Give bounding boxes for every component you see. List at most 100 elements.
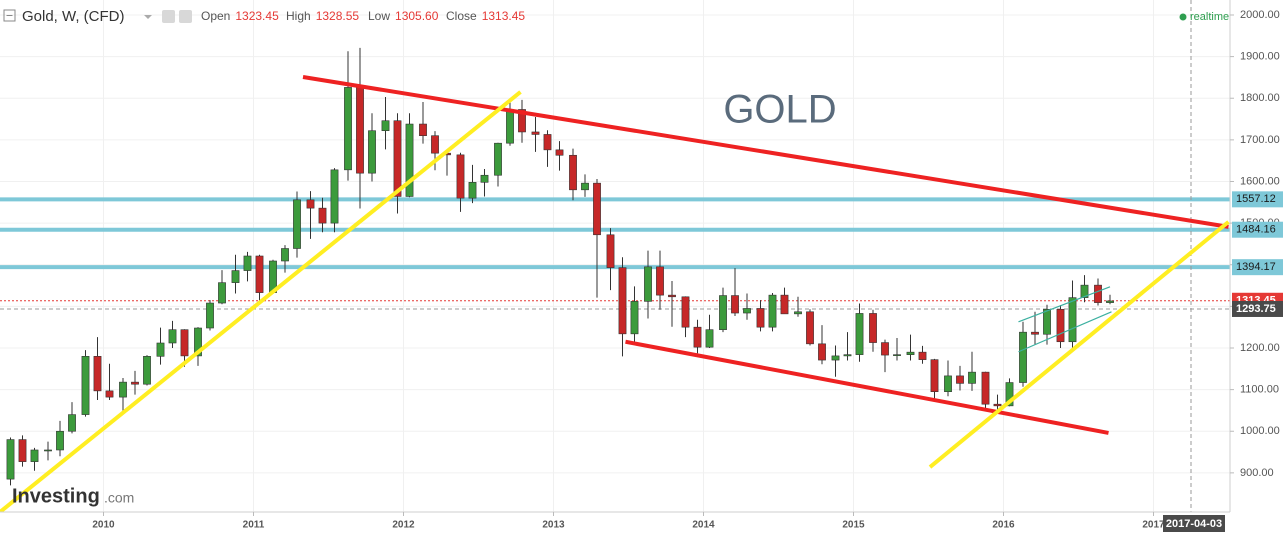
x-tick-label: 2010 <box>92 520 115 531</box>
candle-body <box>480 174 489 183</box>
candle-body <box>206 302 214 329</box>
candle-body <box>606 234 615 268</box>
candle-body <box>518 109 526 133</box>
candle-body <box>794 311 802 315</box>
candle-body <box>105 390 114 398</box>
candle-body <box>993 403 1002 407</box>
y-tick-label: 1800.00 <box>1240 92 1280 104</box>
candle-body <box>368 130 376 174</box>
x-tick-label: 2017 <box>1142 520 1165 531</box>
candle-body <box>906 351 915 355</box>
y-tick-label: 1700.00 <box>1240 134 1280 146</box>
candle-body <box>543 134 552 151</box>
candle-body <box>381 120 390 132</box>
candle-body <box>119 381 127 398</box>
candle-body <box>506 109 514 144</box>
y-tick-label: 900.00 <box>1240 467 1274 479</box>
candle-body <box>180 329 189 357</box>
candle-body <box>644 266 652 302</box>
candle-body <box>231 270 240 283</box>
level-label-box <box>1232 191 1283 208</box>
candle-body <box>1019 331 1027 383</box>
crosshair-y-label: 1293.75 <box>1236 303 1276 315</box>
crosshair-x-label: 2017-04-03 <box>1166 518 1222 530</box>
candle-body <box>281 248 289 262</box>
ohlc-label: Open <box>201 9 230 23</box>
candle-body <box>56 430 64 451</box>
ohlc-value: 1313.45 <box>482 9 526 23</box>
trend-line <box>0 90 522 512</box>
y-tick-label: 1000.00 <box>1240 425 1280 437</box>
logo-suffix: .com <box>104 490 134 506</box>
candle-body <box>44 449 52 452</box>
trend-line <box>625 339 1109 435</box>
candle-body <box>930 359 939 393</box>
candle-body <box>1031 331 1039 335</box>
ohlc-label: Low <box>368 9 390 23</box>
ohlc-value: 1328.55 <box>316 9 360 23</box>
candle-body <box>494 142 502 176</box>
candle-body <box>630 301 639 335</box>
y-tick-label: 1900.00 <box>1240 51 1280 63</box>
trend-line <box>928 220 1230 469</box>
dropdown-caret[interactable] <box>144 15 152 19</box>
candle-body <box>581 182 589 191</box>
watermark: GOLD <box>723 88 836 132</box>
trend-line <box>1018 286 1111 323</box>
candle-body <box>705 329 714 348</box>
candle-body <box>1106 300 1114 303</box>
grid <box>0 0 1230 512</box>
candle-body <box>806 311 814 345</box>
candle-body <box>18 439 27 462</box>
x-tick-label: 2014 <box>692 520 715 531</box>
ohlc-label: High <box>286 9 311 23</box>
candle-body <box>393 120 402 197</box>
candle-body <box>218 282 226 304</box>
ohlc-value: 1305.60 <box>395 9 439 23</box>
collapse-icon[interactable] <box>3 9 16 22</box>
x-tick-label: 2016 <box>992 520 1015 531</box>
candle-body <box>143 356 151 385</box>
level-label-box <box>1232 221 1283 238</box>
ohlc-label: Close <box>446 9 477 23</box>
candle-body <box>893 354 901 356</box>
candle-body <box>405 123 414 197</box>
visibility-icon[interactable] <box>179 10 192 23</box>
candle-body <box>668 294 676 298</box>
candle-body <box>831 355 840 361</box>
level-label: 1557.12 <box>1236 193 1276 205</box>
header: Gold, W, (CFD) Open 1323.45 High 1328.55 Low… <box>3 8 1229 25</box>
candle-body <box>81 356 90 415</box>
candle-body <box>768 294 777 328</box>
trend-line <box>302 75 1229 229</box>
logo-name: Investing <box>12 485 100 507</box>
candle-body <box>6 439 15 480</box>
candle-body <box>356 87 364 174</box>
axes: 900.001000.001100.001200.001300.001400.0… <box>92 9 1283 532</box>
ohlc-values: Open 1323.45 High 1328.55 Low 1305.60 Close 131… <box>201 9 525 23</box>
candle-body <box>719 295 727 330</box>
candle-body <box>1080 284 1089 298</box>
x-tick-label: 2012 <box>392 520 415 531</box>
candle-body <box>243 255 252 271</box>
candle-body <box>93 356 102 392</box>
settings-icon[interactable] <box>162 10 175 23</box>
candle-body <box>855 313 864 355</box>
realtime-dot <box>1179 13 1187 21</box>
candle-body <box>681 296 690 328</box>
y-tick-label: 1200.00 <box>1240 342 1280 354</box>
crosshair-y-box <box>1232 300 1283 317</box>
candle-body <box>1043 308 1051 335</box>
candle-body <box>881 342 889 356</box>
candle-body <box>1094 284 1102 303</box>
x-tick-label: 2011 <box>243 520 265 531</box>
candle-body <box>756 308 765 328</box>
candle-body <box>330 169 339 224</box>
candle-body <box>569 154 577 191</box>
candle-body <box>656 266 664 296</box>
candle-body <box>968 371 976 384</box>
level-label: 1394.17 <box>1236 261 1276 273</box>
crosshair-x-box <box>1163 515 1225 532</box>
x-tick-label: 2015 <box>842 520 865 531</box>
